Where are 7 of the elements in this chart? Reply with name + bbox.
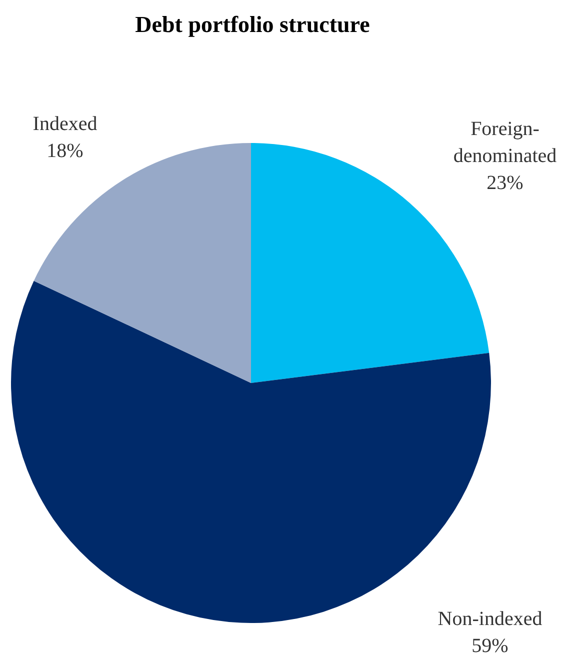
slice-label: Foreign-denominated <box>453 118 557 167</box>
data-label: 59% <box>472 635 508 657</box>
data-label: 18% <box>46 140 84 162</box>
slice-label: Indexed <box>32 113 98 135</box>
chart-title: Debt portfolio structure <box>134 12 371 38</box>
slice-label: Non-indexed <box>438 608 542 630</box>
data-label: 23% <box>486 172 524 194</box>
